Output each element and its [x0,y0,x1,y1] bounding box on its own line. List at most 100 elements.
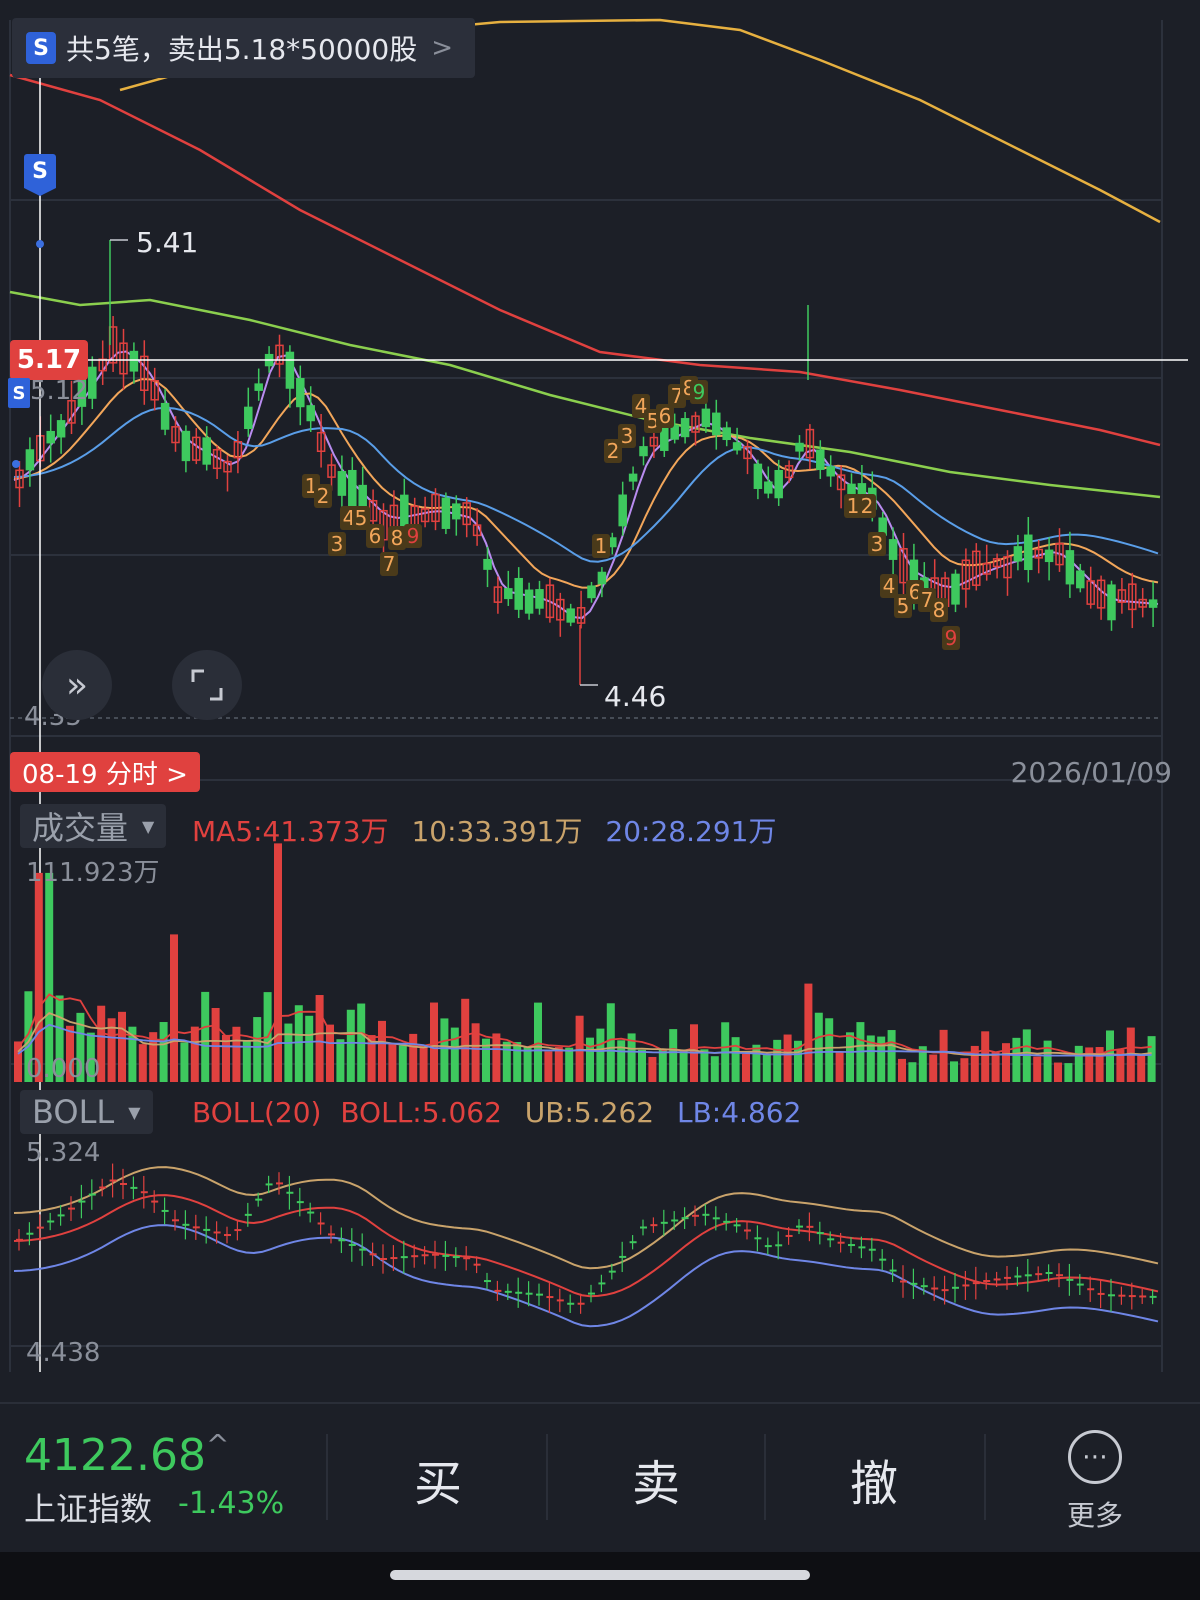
candle-body [535,589,544,609]
home-indicator[interactable] [390,1570,810,1580]
candle-body [576,607,586,624]
volume-bar [222,1034,230,1082]
volume-bar [1074,1045,1083,1082]
volume-bar [773,1039,782,1082]
candle-body [431,493,440,523]
candle-body [504,588,513,600]
volume-bar [346,1009,355,1082]
candle-body [1117,589,1127,603]
index-name: 上证指数 [24,1490,153,1528]
sell-button[interactable]: 卖 [631,1456,680,1512]
fast-forward-icon[interactable]: » [42,650,112,720]
volume-bar [1054,1062,1062,1082]
candle-body [1024,534,1033,571]
volume-bar [918,1046,927,1082]
td-count-number: 4 [883,574,896,598]
volume-bar [929,1054,938,1082]
buy-button[interactable]: 买 [413,1456,462,1512]
td-count-bg [930,598,948,622]
boll-indicator-label: BOLL [32,1093,115,1131]
volume-bar [45,872,54,1082]
current-price-tag: 5.17 [10,340,88,380]
candle-body [805,428,815,459]
cancel-order-button[interactable]: 撤 [849,1456,898,1512]
td-count-bg [656,404,674,428]
fullscreen-icon[interactable] [172,650,242,720]
volume-bar [128,1026,137,1082]
candle-body [233,440,243,459]
volume-bar [950,1061,958,1082]
trade-summary-banner[interactable]: S 共5笔，卖出5.18*50000股 > [12,18,476,78]
candle-body [628,473,638,482]
volume-bar [846,1032,854,1082]
volume-bar [1106,1030,1114,1082]
candle-body [441,497,451,529]
td-count-number: 1 [847,494,860,518]
candle-body [1044,549,1054,563]
volume-bar [762,1053,771,1082]
volume-indicator-select[interactable]: 成交量 ▼ [20,804,167,848]
volume-bar [419,1045,428,1082]
volume-bar [752,1044,761,1082]
volume-bar [794,1040,802,1082]
index-expand-icon[interactable]: ^ [206,1428,230,1461]
crosshair-dot [12,460,20,468]
td-count-bg [880,574,898,598]
td-count-number: 1 [595,534,608,558]
volume-bar [638,1049,646,1082]
end-date-label: 2026/01/09 [1010,756,1172,789]
divider [764,1434,766,1520]
volume-bar [430,1002,438,1082]
ma60-line [9,73,1161,447]
candle-body [337,471,347,496]
td-count-number: 3 [871,532,884,556]
volume-axis-max-label: 111.923万 [26,858,160,888]
candle-body [743,445,752,460]
volume-bar [887,1030,896,1082]
candle-body [129,350,139,372]
candle-body [1034,548,1043,559]
volume-bar [970,1045,979,1082]
sell-marker-icon[interactable]: S [24,154,56,196]
candle-body [1086,580,1095,605]
td-count-number: 3 [621,424,634,448]
boll-indicator-select[interactable]: BOLL ▼ [20,1090,153,1134]
candle-body [296,378,305,408]
volume-bar [544,1051,553,1082]
candle-body [701,408,711,428]
volume-bar [804,983,813,1082]
intraday-date-tab[interactable]: 08-19 分时 > [10,752,200,792]
candle-body [1148,599,1158,608]
volume-bar [86,1032,95,1082]
divider [984,1434,986,1520]
more-button[interactable]: ⋯ 更多 [1040,1430,1150,1540]
volume-bar [617,1040,626,1082]
volume-ma20-line [17,1023,1152,1057]
candle-body [244,406,253,430]
volume-bar [440,1018,449,1082]
candle-body [680,418,690,438]
candle-body [639,446,648,457]
crosshair-dot [36,240,44,248]
candle-body [566,608,575,623]
candle-body [462,502,471,526]
candle-body [327,464,336,478]
candle-body [223,460,232,473]
volume-bar [596,1028,605,1082]
volume-bar [180,1042,189,1082]
volume-bar [898,1058,906,1082]
candle-body [306,405,315,422]
volume-bar [170,934,178,1082]
volume-bar [1033,1056,1042,1082]
index-price[interactable]: 4122.68 [24,1430,206,1481]
volume-bar [97,1005,106,1082]
td-count-bg [690,380,708,404]
candle-body [275,344,284,365]
candle-body [160,402,170,430]
sell-marker-small-icon[interactable]: S [8,378,30,408]
ma20-line [13,406,1159,563]
volume-bar [679,1050,688,1082]
candle-body [15,469,24,489]
volume-bar [534,1002,542,1082]
